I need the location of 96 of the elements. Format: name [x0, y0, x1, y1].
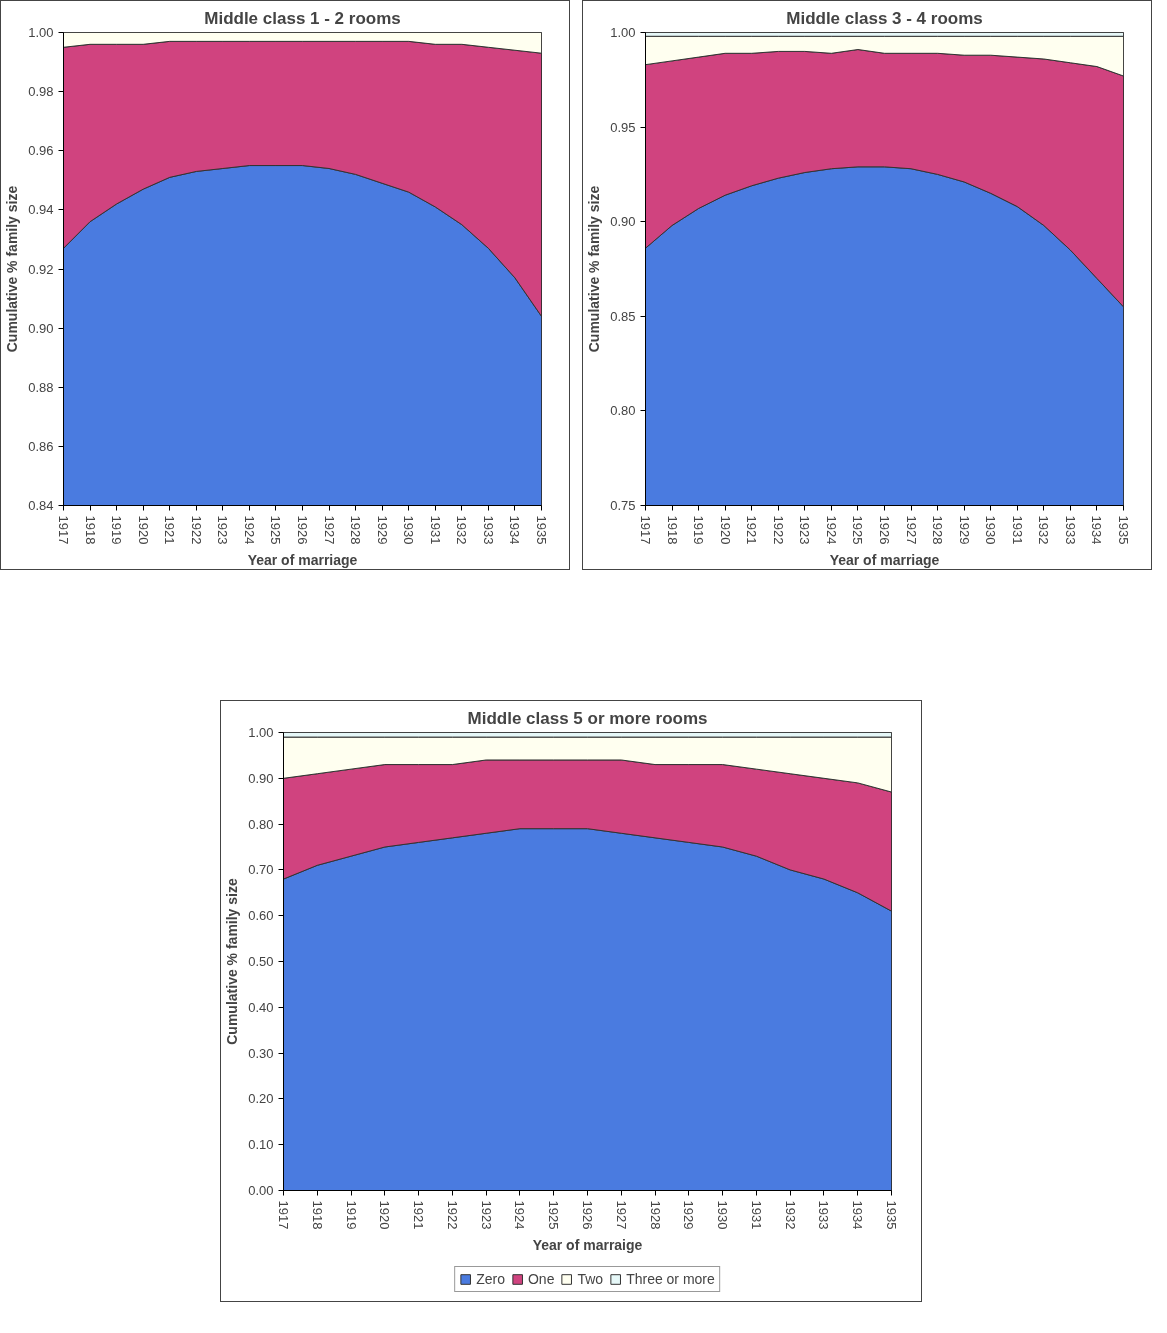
x-tick-label: 1919	[691, 515, 707, 545]
x-tick-label: 1925	[268, 515, 284, 545]
x-tick-label: 1920	[717, 515, 733, 545]
x-tick-label: 1923	[797, 515, 813, 545]
x-tick-label: 1931	[748, 1200, 764, 1230]
x-tick-label: 1922	[188, 515, 204, 545]
x-tick-label: 1929	[374, 515, 390, 545]
x-tick-label: 1925	[850, 515, 866, 545]
y-tick-label: 0.00	[248, 1183, 274, 1198]
x-tick-label: 1935	[534, 515, 549, 545]
x-tick-label: 1931	[427, 515, 443, 545]
x-tick-label: 1934	[1089, 515, 1105, 545]
y-tick-label: 0.90	[610, 214, 636, 230]
y-tick-label: 0.75	[610, 498, 636, 513]
x-tick-label: 1918	[309, 1200, 325, 1230]
x-tick-label: 1919	[343, 1200, 359, 1230]
x-tick-label: 1933	[480, 515, 496, 545]
y-tick-label: 1.00	[610, 25, 636, 40]
y-tick-label: 0.98	[28, 84, 54, 100]
x-tick-label: 1917	[56, 515, 71, 545]
x-tick-label: 1917	[276, 1200, 291, 1230]
x-tick-label: 1928	[348, 515, 364, 545]
y-tick-label: 0.86	[28, 438, 54, 454]
x-tick-label: 1930	[715, 1200, 731, 1230]
x-tick-label: 1934	[507, 515, 523, 545]
y-tick-label: 0.30	[248, 1045, 274, 1061]
y-tick-label: 0.90	[248, 770, 274, 786]
x-tick-label: 1927	[613, 1200, 629, 1230]
x-tick-label: 1922	[444, 1200, 460, 1230]
x-tick-label: 1930	[401, 515, 417, 545]
x-tick-label: 1918	[82, 515, 98, 545]
x-tick-label: 1926	[295, 515, 310, 545]
x-tick-label: 1933	[816, 1200, 832, 1230]
x-tick-label: 1921	[744, 515, 760, 545]
y-tick-label: 0.85	[610, 308, 636, 324]
y-tick-label: 0.10	[248, 1137, 274, 1153]
x-tick-label: 1932	[782, 1200, 798, 1230]
y-tick-label: 0.70	[248, 862, 274, 878]
x-tick-label: 1924	[512, 1200, 528, 1230]
x-axis-title: Year of marriage	[247, 552, 358, 569]
y-tick-label: 0.95	[610, 119, 636, 135]
x-tick-label: 1922	[770, 515, 786, 545]
y-axis-title: Cumulative % family size	[224, 878, 241, 1045]
y-tick-label: 0.50	[248, 954, 274, 969]
x-tick-label: 1924	[823, 515, 839, 545]
x-tick-label: 1924	[241, 515, 257, 545]
x-tick-label: 1923	[478, 1200, 494, 1230]
x-tick-label: 1932	[1036, 515, 1052, 545]
y-tick-label: 0.94	[28, 202, 54, 218]
x-tick-label: 1920	[135, 515, 151, 545]
x-tick-label: 1928	[930, 515, 946, 545]
x-tick-label: 1926	[580, 1200, 595, 1230]
legend-label: Zero	[476, 1270, 505, 1287]
y-tick-label: 0.84	[28, 498, 54, 513]
y-tick-label: 0.88	[28, 379, 54, 395]
y-axis-title: Cumulative % family size	[4, 185, 21, 353]
y-tick-label: 0.80	[248, 816, 274, 832]
y-tick-label: 0.90	[28, 320, 54, 336]
chart-title: Middle class 1 - 2 rooms	[204, 8, 401, 28]
y-tick-label: 0.40	[248, 999, 274, 1015]
legend-label: Three or more	[626, 1270, 715, 1287]
x-tick-label: 1935	[1116, 515, 1131, 545]
legend-label: One	[527, 1270, 555, 1287]
x-tick-label: 1925	[546, 1200, 562, 1230]
y-tick-label: 1.00	[248, 725, 274, 740]
y-tick-label: 0.92	[28, 261, 54, 277]
x-tick-label: 1919	[109, 515, 125, 545]
y-axis-title: Cumulative % family size	[586, 185, 603, 353]
x-tick-label: 1929	[956, 515, 972, 545]
x-tick-label: 1921	[162, 515, 178, 545]
x-tick-label: 1935	[884, 1200, 899, 1230]
x-tick-label: 1927	[903, 515, 919, 545]
x-axis-title: Year of marriage	[829, 552, 940, 569]
x-tick-label: 1930	[983, 515, 999, 545]
chart-title: Middle class 5 or more rooms	[467, 708, 708, 728]
x-axis-title: Year of marraige	[532, 1237, 643, 1254]
y-tick-label: 1.00	[28, 25, 54, 40]
y-tick-label: 0.80	[610, 403, 636, 419]
x-tick-label: 1926	[877, 515, 892, 545]
x-tick-label: 1931	[1009, 515, 1025, 545]
x-tick-label: 1920	[377, 1200, 393, 1230]
x-tick-label: 1934	[850, 1200, 866, 1230]
x-tick-label: 1921	[411, 1200, 427, 1230]
x-tick-label: 1923	[215, 515, 231, 545]
chart-title: Middle class 3 - 4 rooms	[786, 8, 983, 28]
x-tick-label: 1917	[638, 515, 653, 545]
y-tick-label: 0.96	[28, 143, 54, 159]
y-tick-label: 0.20	[248, 1091, 274, 1107]
x-tick-label: 1928	[647, 1200, 663, 1230]
legend-label: Two	[577, 1270, 604, 1287]
x-tick-label: 1932	[454, 515, 470, 545]
x-tick-label: 1927	[321, 515, 337, 545]
x-tick-label: 1929	[681, 1200, 697, 1230]
x-tick-label: 1933	[1062, 515, 1078, 545]
y-tick-label: 0.60	[248, 908, 274, 924]
x-tick-label: 1918	[664, 515, 680, 545]
